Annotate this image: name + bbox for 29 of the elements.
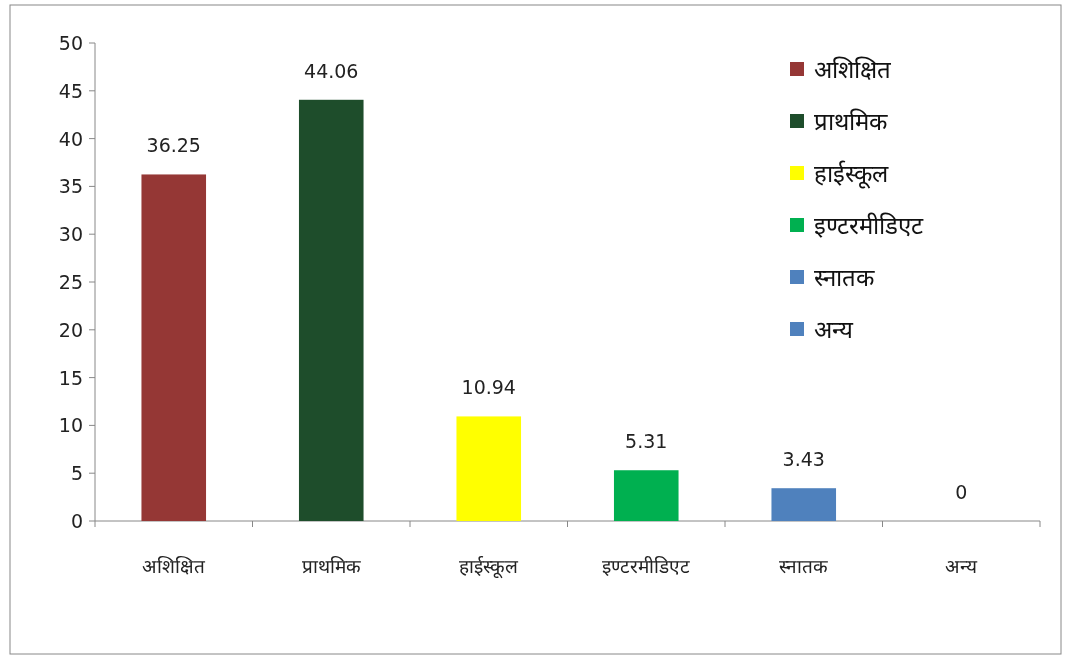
y-tick-label: 5 <box>70 462 83 485</box>
y-tick-label: 50 <box>58 32 83 54</box>
x-tick-label: स्नातक <box>779 555 829 577</box>
data-label: 0 <box>955 481 968 503</box>
data-label: 10.94 <box>461 376 516 399</box>
data-label: 44.06 <box>304 59 359 82</box>
y-tick-label: 35 <box>58 175 83 198</box>
x-tick-label: प्राथमिक <box>301 555 361 577</box>
data-label: 5.31 <box>625 430 668 453</box>
y-tick-label: 15 <box>58 366 83 389</box>
legend-label: प्राथमिक <box>814 108 888 136</box>
y-tick-label: 40 <box>58 127 83 150</box>
data-label: 36.25 <box>146 134 201 157</box>
x-tick-label: हाईस्कूल <box>459 555 520 579</box>
y-tick-label: 30 <box>58 223 83 246</box>
y-tick-label: 0 <box>70 510 83 532</box>
x-tick-label: अन्य <box>945 555 979 577</box>
legend-label: हाईस्कूल <box>814 160 889 189</box>
y-tick-label: 45 <box>58 79 83 102</box>
x-tick-label: इण्टरमीडिएट <box>602 555 691 577</box>
y-tick-label: 10 <box>58 414 83 437</box>
legend-label: अन्य <box>814 316 854 344</box>
legend-label: अशिक्षित <box>814 56 892 84</box>
x-tick-label: अशिक्षित <box>142 555 207 577</box>
y-tick-label: 25 <box>58 271 83 293</box>
y-tick-label: 20 <box>58 318 83 341</box>
legend-label: इण्टरमीडिएट <box>814 212 924 240</box>
legend-label: स्नातक <box>814 264 875 292</box>
data-label: 3.43 <box>782 448 825 471</box>
